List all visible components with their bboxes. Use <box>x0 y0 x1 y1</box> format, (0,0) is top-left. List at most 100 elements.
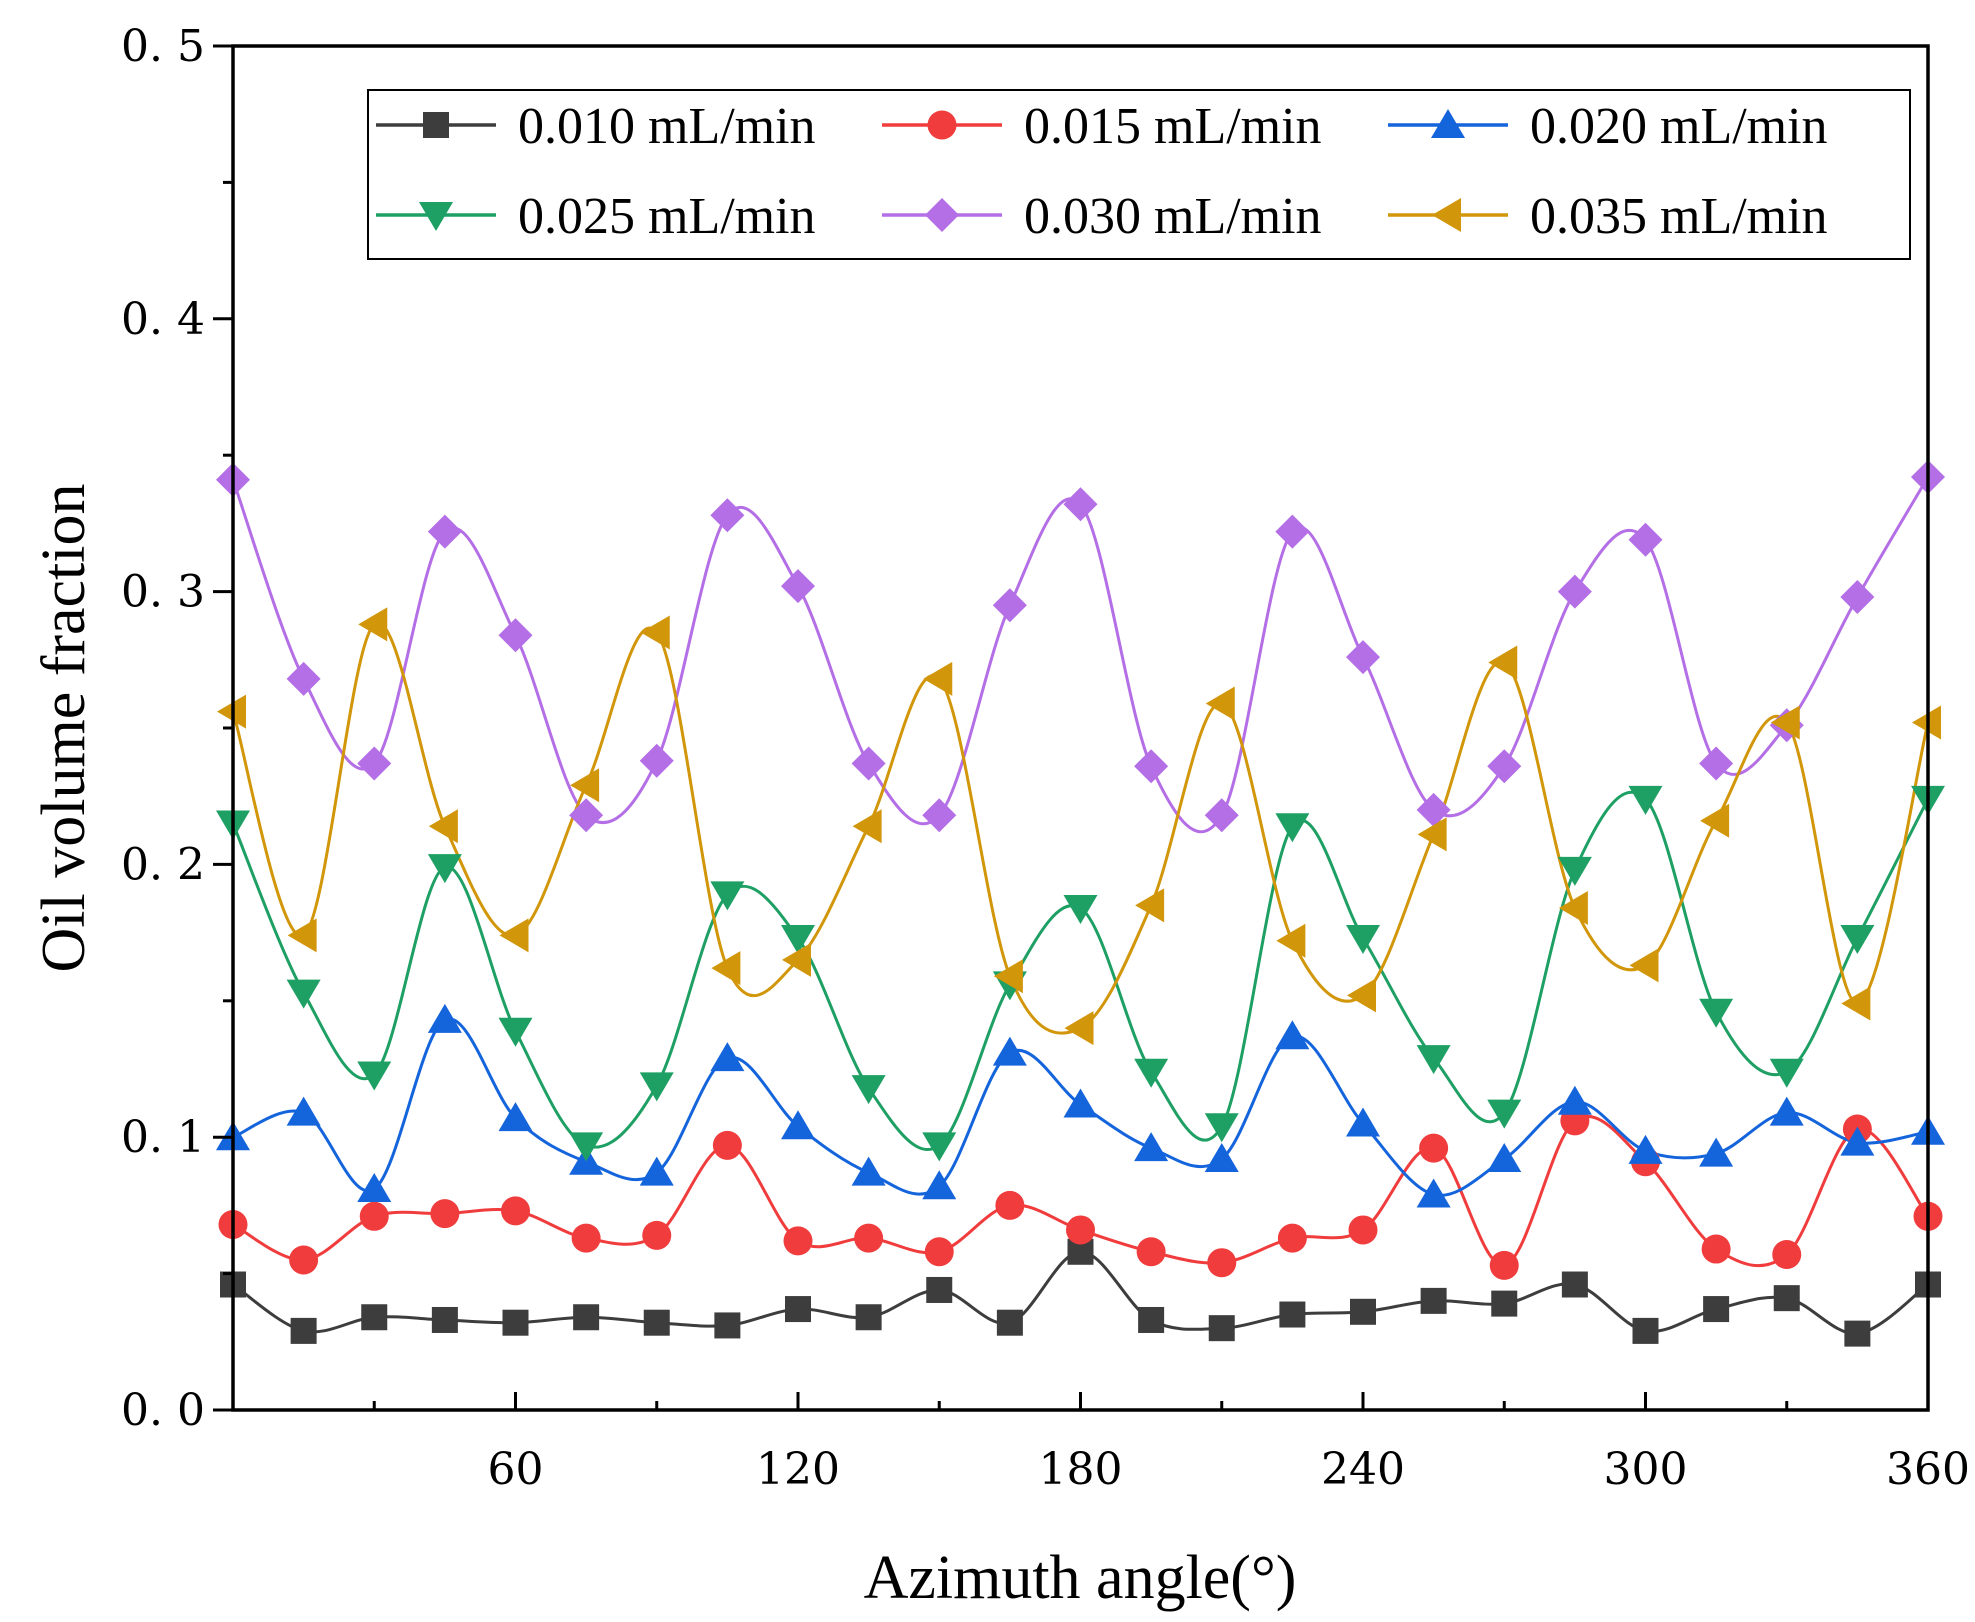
y-tick-label: 0. 4 <box>121 294 205 345</box>
legend-marker-4 <box>925 198 959 232</box>
legend-label-2: 0.020 mL/min <box>1530 98 1828 155</box>
data-point-series-2 <box>1204 1143 1239 1173</box>
data-point-series-0 <box>1561 1271 1588 1298</box>
data-point-series-5 <box>923 661 953 696</box>
x-tick-label: 300 <box>1604 1444 1688 1495</box>
data-point-series-3 <box>1557 856 1592 886</box>
data-point-series-1 <box>854 1223 884 1253</box>
data-point-series-3 <box>1416 1045 1451 1075</box>
data-point-series-5 <box>1276 923 1306 958</box>
data-point-series-3 <box>1134 1058 1169 1088</box>
data-point-series-5 <box>1064 1011 1094 1046</box>
data-point-series-4 <box>569 798 604 833</box>
legend-marker-3 <box>419 202 453 231</box>
data-point-series-5 <box>1558 891 1588 926</box>
data-point-series-0 <box>1703 1296 1730 1323</box>
data-point-series-5 <box>1700 803 1730 838</box>
data-point-series-2 <box>1416 1178 1451 1208</box>
legend-label-3: 0.025 mL/min <box>518 188 816 245</box>
data-point-series-3 <box>922 1132 957 1162</box>
data-point-series-5 <box>1841 986 1871 1021</box>
data-point-series-2 <box>1487 1143 1522 1173</box>
data-point-series-1 <box>359 1201 389 1231</box>
data-point-series-2 <box>1134 1132 1169 1162</box>
data-point-series-0 <box>1491 1290 1518 1317</box>
data-point-series-5 <box>1488 645 1518 680</box>
legend-marker-2 <box>1431 109 1465 138</box>
data-point-series-2 <box>498 1102 533 1132</box>
data-point-series-2 <box>1346 1107 1380 1137</box>
data-point-series-3 <box>569 1132 604 1162</box>
data-point-series-0 <box>1632 1317 1659 1344</box>
data-point-series-2 <box>1557 1085 1592 1115</box>
data-point-series-0 <box>643 1309 670 1336</box>
data-point-series-1 <box>1066 1215 1095 1245</box>
data-point-series-3 <box>639 1072 674 1102</box>
legend-box <box>367 89 1911 260</box>
legend: 0.010 mL/min 0.015 mL/min 0.020 mL/min 0.02… <box>367 89 1911 260</box>
x-tick-label: 240 <box>1321 1444 1405 1495</box>
data-point-series-3 <box>1063 895 1098 925</box>
data-point-series-1 <box>430 1199 460 1229</box>
data-point-series-1 <box>1489 1250 1519 1280</box>
data-point-series-1 <box>783 1226 813 1256</box>
data-point-series-2 <box>1840 1126 1875 1156</box>
data-point-series-4 <box>427 514 462 549</box>
legend-label-5: 0.035 mL/min <box>1530 188 1828 245</box>
data-point-series-2 <box>781 1110 815 1140</box>
data-point-series-2 <box>286 1096 321 1126</box>
x-tick-label: 120 <box>756 1444 840 1495</box>
data-point-series-3 <box>498 1017 533 1047</box>
x-tick-label: 180 <box>1039 1444 1123 1495</box>
data-point-series-0 <box>1208 1315 1235 1342</box>
data-point-series-4 <box>1628 522 1663 557</box>
data-point-series-4 <box>710 498 745 533</box>
data-point-series-4 <box>498 618 533 653</box>
data-point-series-5 <box>782 942 811 977</box>
data-point-series-0 <box>785 1296 811 1323</box>
data-point-series-3 <box>357 1061 392 1091</box>
data-point-series-4 <box>1275 514 1310 549</box>
data-point-series-3 <box>1487 1099 1522 1129</box>
data-point-series-0 <box>502 1309 529 1336</box>
data-point-series-4 <box>1346 640 1380 675</box>
data-point-series-2 <box>1769 1096 1804 1126</box>
data-point-series-3 <box>851 1075 886 1105</box>
data-point-series-0 <box>1773 1285 1800 1312</box>
data-point-series-0 <box>1350 1298 1376 1325</box>
data-point-series-3 <box>1769 1058 1804 1088</box>
legend-marker-0 <box>423 112 449 138</box>
data-point-series-4 <box>286 661 321 696</box>
data-point-series-1 <box>1348 1215 1378 1245</box>
data-point-series-2 <box>710 1042 745 1072</box>
data-point-series-0 <box>1279 1301 1306 1328</box>
data-point-series-1 <box>1277 1223 1307 1253</box>
data-point-series-3 <box>1275 813 1310 843</box>
data-point-series-5 <box>1347 978 1376 1013</box>
legend-label-0: 0.010 mL/min <box>518 98 816 155</box>
data-point-series-1 <box>1419 1133 1449 1163</box>
y-tick-label: 0. 1 <box>121 1112 205 1163</box>
data-point-series-0 <box>996 1309 1023 1336</box>
y-axis-ticks: 0. 0 0. 1 0. 2 0. 3 0. 4 0. 5 <box>121 21 233 1436</box>
data-point-series-0 <box>290 1317 317 1344</box>
y-axis-title: Oil volume fraction <box>30 484 98 973</box>
data-point-series-0 <box>361 1304 388 1331</box>
data-point-series-4 <box>1840 580 1875 615</box>
data-point-series-0 <box>926 1276 953 1303</box>
data-point-series-1 <box>1772 1240 1802 1270</box>
legend-marker-1 <box>927 110 957 140</box>
data-point-series-3 <box>1699 998 1734 1028</box>
data-point-series-5 <box>1770 705 1800 740</box>
x-tick-label: 360 <box>1886 1444 1970 1495</box>
data-point-series-0 <box>1138 1306 1165 1333</box>
data-point-series-3 <box>1628 785 1663 815</box>
data-point-series-5 <box>1135 888 1165 923</box>
legend-label-1: 0.015 mL/min <box>1024 98 1322 155</box>
data-point-series-5 <box>1417 817 1447 852</box>
data-point-series-2 <box>1275 1020 1310 1050</box>
data-point-series-3 <box>286 979 321 1009</box>
data-point-series-5 <box>287 918 317 953</box>
data-point-series-3 <box>1346 925 1380 955</box>
